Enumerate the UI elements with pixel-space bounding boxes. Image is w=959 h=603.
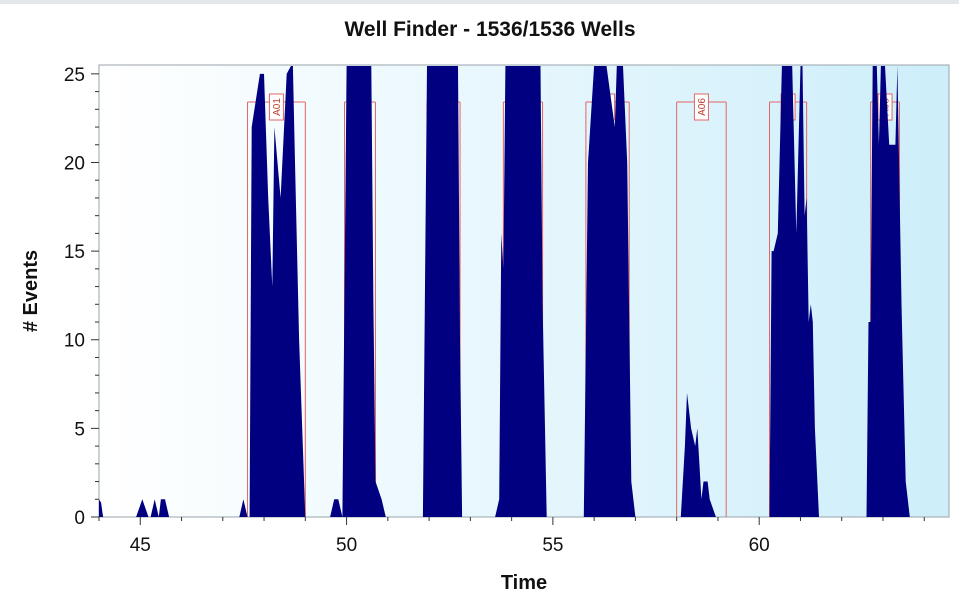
events-area [99,66,910,517]
x-axis-ticks: 45 50 55 60 [98,517,925,556]
y-axis-label: # Events [20,250,42,332]
well-label-box [693,93,709,121]
window-top-strip [0,0,959,4]
chart-title: Well Finder - 1536/1536 Wells [344,18,636,41]
y-tick-label: 15 [64,242,85,263]
x-tick-label: 60 [749,535,770,556]
x-tick-label: 50 [336,535,357,556]
y-tick-label: 5 [74,419,85,440]
well-a06: A06 [676,93,727,517]
y-axis-ticks: 0 5 10 15 20 25 [64,65,99,529]
well-label: A01 [272,98,283,116]
x-tick-label: 55 [542,535,563,556]
y-tick-label: 10 [64,331,85,352]
y-tick-label: 0 [74,508,85,529]
well-a01: A01 [247,93,306,517]
y-tick-label: 20 [64,153,85,174]
well-label: A06 [697,98,708,116]
x-tick-label: 45 [130,535,151,556]
x-axis-label: Time [501,572,547,594]
well-label-box [268,93,284,121]
y-tick-label: 25 [64,65,85,86]
